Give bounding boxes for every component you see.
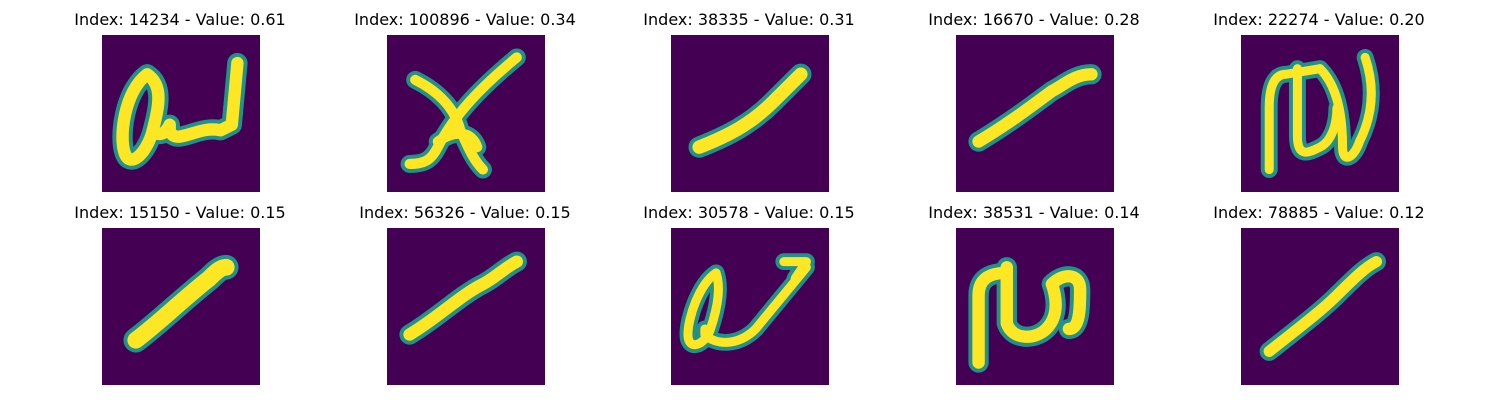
- panel-title: Index: 30578 - Value: 0.15: [643, 203, 855, 222]
- glyph-stroke: [432, 128, 483, 153]
- panel-title: Index: 56326 - Value: 0.15: [359, 203, 571, 222]
- panel-title: Index: 22274 - Value: 0.20: [1213, 10, 1425, 29]
- panel-title: Index: 38335 - Value: 0.31: [643, 10, 855, 29]
- glyph-stroke: [1315, 52, 1376, 162]
- digit-image: [102, 228, 260, 385]
- glyph-stroke: [1263, 256, 1383, 357]
- panel-title: Index: 15150 - Value: 0.15: [74, 203, 286, 222]
- panel-title: Index: 14234 - Value: 0.61: [74, 10, 286, 29]
- glyph-stroke: [779, 257, 811, 283]
- digit-image: [102, 35, 260, 192]
- glyph-stroke: [1264, 64, 1325, 175]
- glyph-stroke: [700, 262, 811, 347]
- panel-title: Index: 16670 - Value: 0.28: [928, 10, 1140, 29]
- glyph-stroke: [146, 56, 244, 143]
- digit-image: [956, 35, 1114, 192]
- digit-image: [671, 35, 829, 192]
- glyph-stroke: [403, 255, 523, 341]
- digit-image: [387, 35, 545, 192]
- panel-title: Index: 100896 - Value: 0.34: [354, 10, 576, 29]
- digit-image: [671, 228, 829, 385]
- glyph-stroke: [1000, 261, 1062, 343]
- panel-title: Index: 38531 - Value: 0.14: [928, 203, 1140, 222]
- digit-image: [1241, 228, 1399, 385]
- panel-title: Index: 78885 - Value: 0.12: [1213, 203, 1425, 222]
- digit-image: [387, 228, 545, 385]
- glyph-stroke: [1292, 64, 1342, 157]
- digit-image: [1241, 35, 1399, 192]
- glyph-stroke: [127, 258, 235, 349]
- glyph-stroke: [116, 68, 165, 166]
- glyph-stroke: [1045, 270, 1087, 336]
- digit-image: [956, 228, 1114, 385]
- glyph-stroke: [972, 68, 1098, 148]
- glyph-stroke: [683, 268, 723, 350]
- glyph-stroke: [692, 67, 808, 154]
